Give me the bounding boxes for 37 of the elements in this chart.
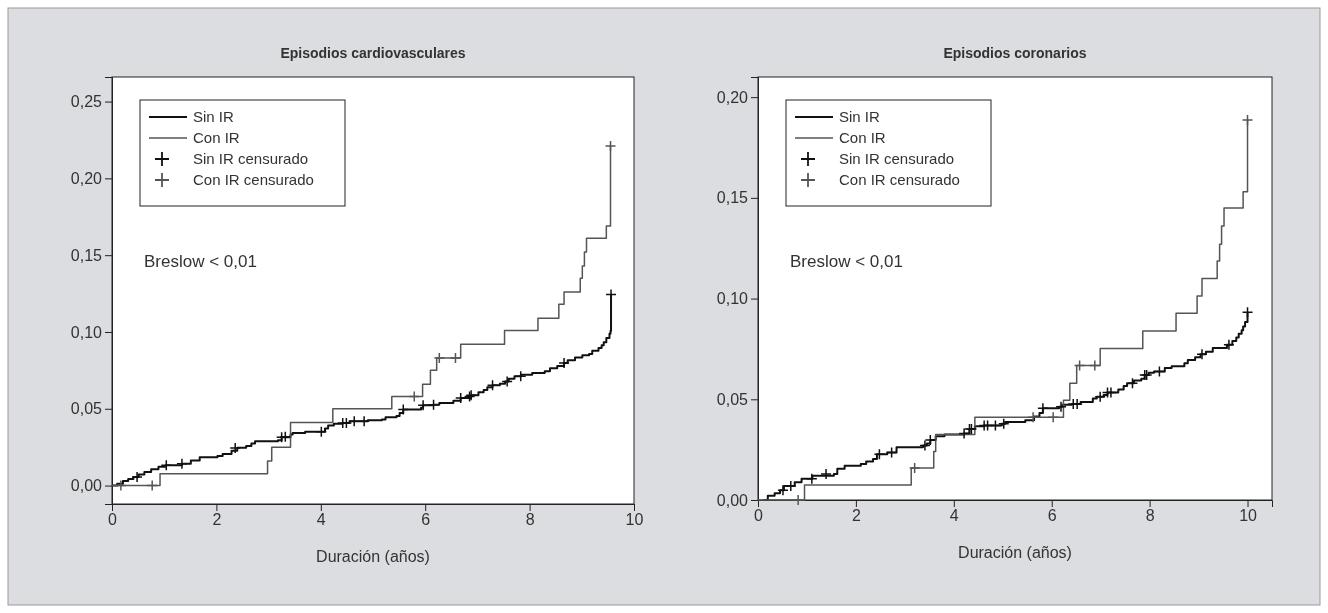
legend-label: Sin IR <box>193 108 235 125</box>
y-tick-label: 0,25 <box>70 93 103 111</box>
y-tick-label: 0,20 <box>716 88 749 106</box>
chart-title: Episodios cardiovasculares <box>280 45 466 61</box>
y-tick-label: 0,00 <box>70 477 103 495</box>
legend-label: Sin IR censurado <box>193 150 309 167</box>
y-tick-label: 0,05 <box>70 400 103 418</box>
x-tick-label: 0 <box>754 507 764 525</box>
annotation: Breslow < 0,01 <box>144 252 257 271</box>
x-axis-title: Duración (años) <box>316 548 430 565</box>
y-tick-label: 0,10 <box>716 290 749 308</box>
legend-label: Sin IR <box>839 108 881 125</box>
y-tick-label: 0,10 <box>70 323 103 341</box>
x-tick-label: 10 <box>1239 507 1258 525</box>
legend-label: Con IR censurado <box>839 171 960 188</box>
y-tick-label: 0,20 <box>70 169 103 187</box>
x-tick-label: 0 <box>108 511 118 529</box>
annotation: Breslow < 0,01 <box>790 252 903 271</box>
x-tick-label: 6 <box>421 511 431 529</box>
x-tick-label: 8 <box>525 511 535 529</box>
legend-label: Con IR <box>839 129 886 146</box>
y-tick-label: 0,00 <box>716 491 749 509</box>
x-tick-label: 4 <box>949 507 959 525</box>
legend-label: Con IR censurado <box>193 171 314 188</box>
x-tick-label: 2 <box>851 507 861 525</box>
chart-title: Episodios coronarios <box>943 45 1087 61</box>
x-tick-label: 4 <box>316 511 326 529</box>
x-tick-label: 6 <box>1047 507 1057 525</box>
y-tick-label: 0,15 <box>716 189 749 207</box>
x-tick-label: 8 <box>1145 507 1155 525</box>
x-axis-title: Duración (años) <box>958 544 1072 561</box>
x-tick-label: 2 <box>212 511 222 529</box>
x-tick-label: 10 <box>625 511 644 529</box>
y-tick-label: 0,15 <box>70 246 103 264</box>
legend-label: Con IR <box>193 129 240 146</box>
y-tick-label: 0,05 <box>716 390 749 408</box>
legend-label: Sin IR censurado <box>839 150 955 167</box>
